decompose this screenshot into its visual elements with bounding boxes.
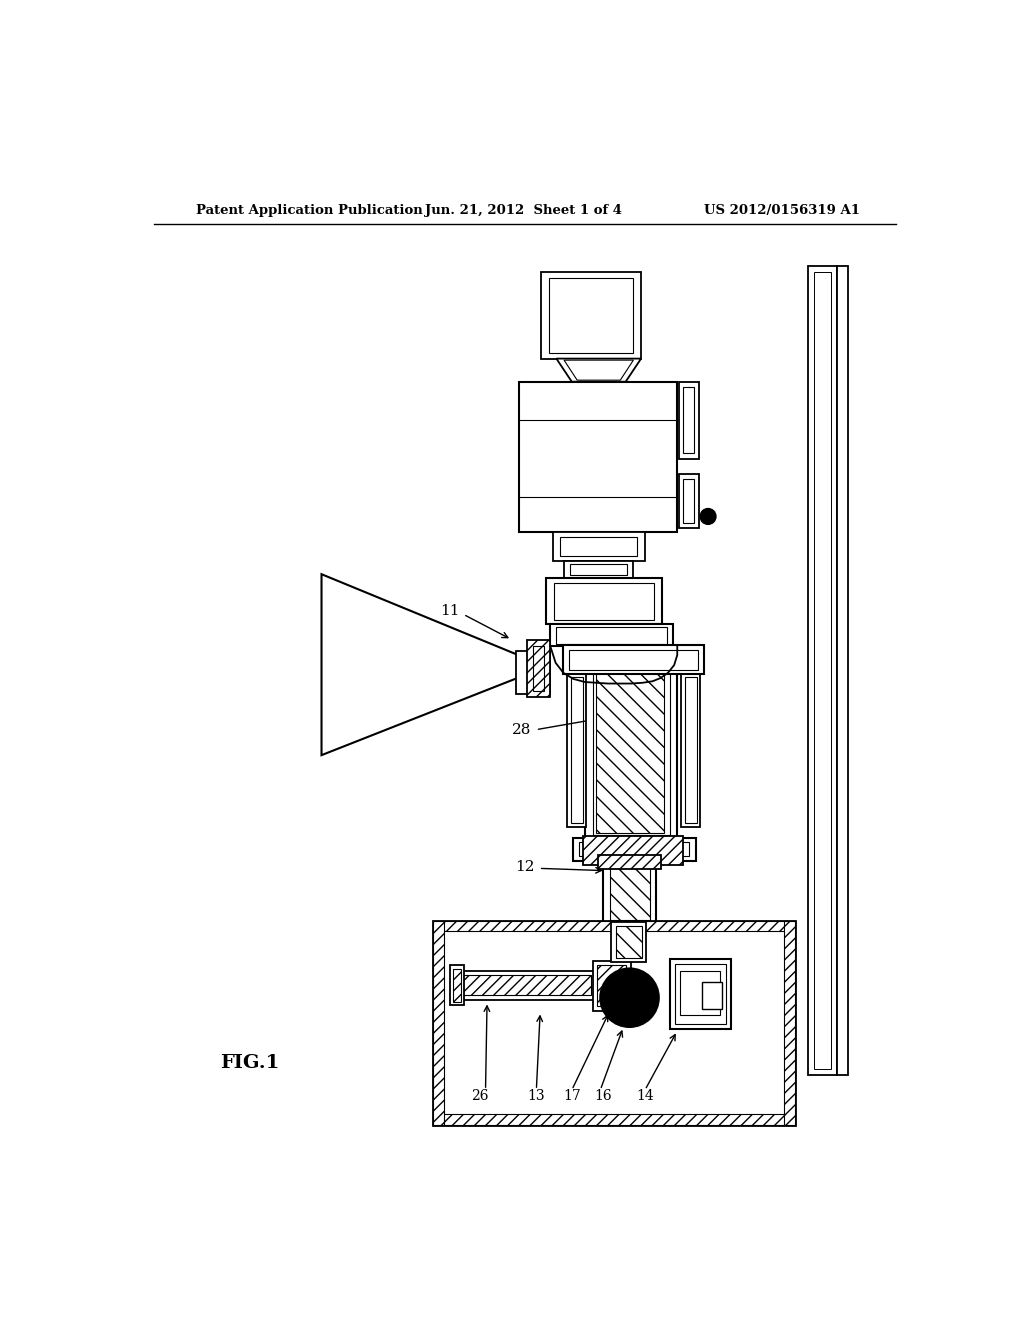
Polygon shape (564, 360, 634, 380)
Text: 17: 17 (563, 1089, 581, 1104)
Bar (615, 927, 642, 958)
Bar (519, 381, 677, 532)
Bar (560, 537, 637, 557)
Text: 14: 14 (636, 1089, 653, 1104)
Polygon shape (515, 651, 550, 693)
Bar (685, 677, 696, 822)
Bar (553, 532, 645, 561)
Bar (680, 970, 720, 1015)
Text: 26: 26 (471, 1089, 488, 1104)
Bar (701, 982, 722, 1010)
Polygon shape (322, 574, 547, 755)
Bar (454, 969, 461, 1002)
Bar (572, 837, 695, 861)
Text: 11: 11 (440, 605, 460, 618)
Text: US 2012/0156319 A1: US 2012/0156319 A1 (705, 205, 860, 218)
Bar (596, 657, 665, 833)
Bar (679, 381, 698, 459)
Bar (598, 855, 662, 869)
Bar (808, 267, 838, 1074)
Bar (784, 921, 795, 1125)
Polygon shape (527, 640, 550, 697)
Bar (838, 267, 848, 1074)
Bar (597, 965, 627, 1006)
Bar (571, 677, 583, 822)
Bar (433, 921, 795, 1125)
Bar (549, 277, 634, 354)
Bar (433, 1114, 795, 1125)
Bar (603, 859, 655, 924)
Text: 16: 16 (595, 1089, 612, 1104)
Bar (679, 474, 698, 528)
Circle shape (700, 508, 716, 524)
Bar (584, 836, 683, 866)
Bar (563, 645, 705, 675)
Bar (609, 863, 649, 920)
Bar (585, 647, 677, 840)
Polygon shape (534, 645, 544, 692)
Bar (541, 272, 641, 359)
Text: 12: 12 (515, 859, 535, 874)
Circle shape (608, 977, 651, 1019)
Text: FIG.1: FIG.1 (220, 1055, 280, 1072)
Bar (570, 564, 628, 576)
Text: Jun. 21, 2012  Sheet 1 of 4: Jun. 21, 2012 Sheet 1 of 4 (425, 205, 623, 218)
Text: 28: 28 (512, 723, 531, 737)
Bar (547, 578, 662, 624)
Bar (554, 582, 654, 619)
Bar (550, 624, 674, 645)
Text: 13: 13 (527, 1089, 545, 1104)
Bar (458, 970, 596, 1001)
Bar (683, 479, 694, 523)
Bar (451, 965, 464, 1006)
Bar (814, 272, 831, 1069)
Bar (611, 923, 646, 962)
Bar (683, 387, 694, 453)
Bar (593, 961, 631, 1011)
Bar (593, 653, 670, 836)
Bar (556, 627, 668, 644)
Bar (567, 673, 587, 826)
Bar (433, 921, 795, 932)
Bar (564, 561, 634, 578)
Bar (463, 975, 591, 995)
Circle shape (600, 969, 658, 1027)
Polygon shape (556, 359, 641, 381)
Bar (681, 673, 700, 826)
Bar (675, 964, 726, 1024)
Bar (670, 960, 731, 1028)
Text: Patent Application Publication: Patent Application Publication (196, 205, 423, 218)
Bar (569, 649, 698, 669)
Bar (580, 842, 689, 855)
Bar (433, 921, 444, 1125)
